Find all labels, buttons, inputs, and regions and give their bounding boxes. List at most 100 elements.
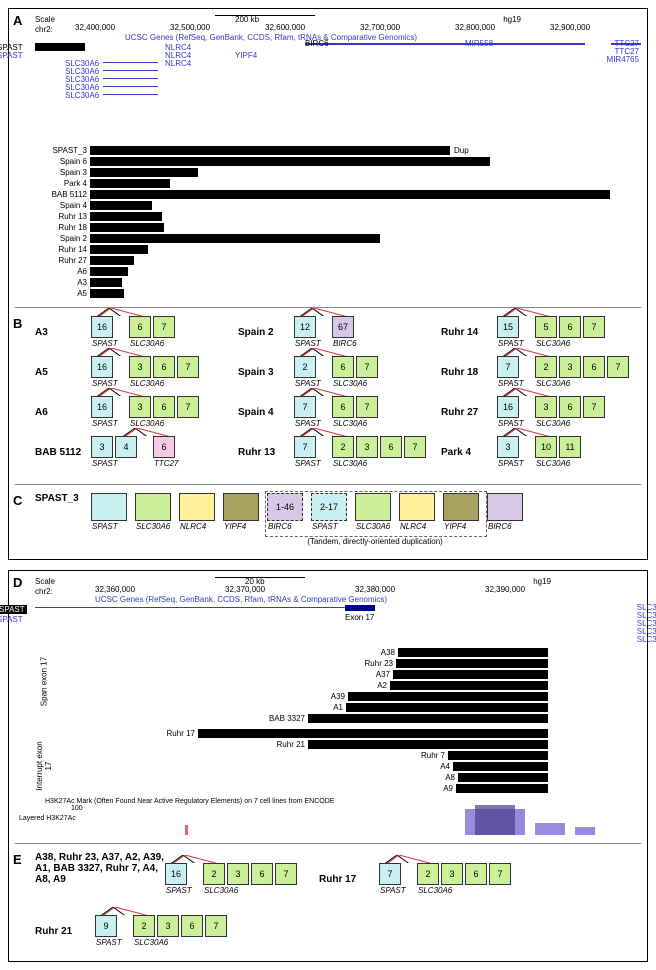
scale-label: Scale	[35, 15, 55, 24]
exon-box: 3	[559, 356, 581, 378]
h3k-max: 100	[71, 805, 83, 812]
cnv-bar	[90, 146, 450, 155]
exon-box: 16SPAST	[91, 396, 113, 418]
asm-label: hg19	[503, 15, 521, 24]
chr-label: chr2:	[35, 25, 53, 34]
gene-box: SPAST	[91, 493, 127, 521]
cnv-bar-row: BAB 3327	[95, 713, 641, 724]
cnv-bar	[90, 267, 128, 276]
exon-box: 10SLC30A6	[535, 436, 557, 458]
fusion-row: Ruhr 219SPAST2SLC30A6367	[35, 915, 229, 937]
cnv-bar	[390, 681, 548, 690]
exon-box: 15SPAST	[497, 316, 519, 338]
cnv-label: Park 4	[35, 179, 90, 188]
cnv-label: Spain 6	[35, 157, 90, 166]
fusion-row: A316SPAST6SLC30A67	[35, 316, 230, 338]
cnv-bar	[396, 659, 548, 668]
scale-len: 200 kb	[235, 15, 259, 24]
h3k-title: H3K27Ac Mark (Often Found Near Active Re…	[45, 798, 641, 805]
cnv-bar	[90, 289, 124, 298]
exon-box: 7	[356, 396, 378, 418]
fusion-row: Park 43SPAST10SLC30A611	[441, 436, 636, 458]
cnv-label: A8	[95, 773, 458, 782]
exon-box: 6SLC30A6	[332, 356, 354, 378]
exon-box: 2SPAST	[294, 356, 316, 378]
d-src: UCSC Genes (RefSeq, GenBank, CCDS, Rfam,…	[95, 595, 387, 604]
tick-label: 32,390,000	[485, 585, 525, 594]
gene-box: BIRC6	[487, 493, 523, 521]
cnv-bar	[458, 773, 548, 782]
fusion-row: Spain 47SPAST6SLC30A67	[238, 396, 433, 418]
panel-c-label: C	[13, 493, 22, 508]
fusion-row: Ruhr 2716SPAST3SLC30A667	[441, 396, 636, 418]
cnv-bar	[90, 278, 122, 287]
cnv-bar	[90, 157, 490, 166]
cnv-bar-row: Ruhr 17	[95, 728, 641, 739]
cnv-bar-row: Ruhr 14	[35, 244, 641, 255]
sample-label: Ruhr 14	[441, 327, 497, 338]
cnv-label: A9	[95, 784, 456, 793]
panel-e: A38, Ruhr 23, A37, A2, A39, A1, BAB 3327…	[35, 852, 641, 955]
tick-label: 32,500,000	[170, 23, 210, 32]
cnv-bar	[448, 751, 548, 760]
sample-label: Spain 2	[238, 327, 294, 338]
exon-box: 6	[181, 915, 203, 937]
cnv-bar	[398, 648, 548, 657]
cnv-label: A6	[35, 267, 90, 276]
cnv-bar-row: Ruhr 13	[35, 211, 641, 222]
cnv-bar-row: A8	[95, 772, 641, 783]
cnv-bar-row: A6	[35, 266, 641, 277]
dup-box	[265, 491, 487, 537]
cnv-label: A1	[95, 703, 346, 712]
cnv-bar	[90, 190, 610, 199]
exon-box: 16SPAST	[165, 863, 187, 885]
panel-d-tracks: Scale chr2: 20 kb hg19 32,360,00032,370,…	[35, 577, 641, 647]
tick-label: 32,800,000	[455, 23, 495, 32]
exon-box: 16SPAST	[91, 316, 113, 338]
cnv-label: Ruhr 21	[95, 740, 308, 749]
panel-c: SPAST_3 SPASTSLC30A6NLRC4YIPF41-46BIRC62…	[35, 493, 641, 553]
cnv-bar	[453, 762, 548, 771]
cnv-label: Spain 3	[35, 168, 90, 177]
exon-box: 6TTC27	[153, 436, 175, 458]
track-source: UCSC Genes (RefSeq, GenBank, CCDS, Rfam,…	[125, 33, 417, 42]
h3k-peak	[575, 827, 595, 835]
cnv-label: A38	[95, 648, 398, 657]
cnv-label: Ruhr 17	[95, 729, 198, 738]
cnv-bar-row: Spain 3	[35, 167, 641, 178]
tick-label: 32,900,000	[550, 23, 590, 32]
exon-box: 7	[177, 396, 199, 418]
cnv-bar	[90, 245, 148, 254]
cnv-label: A2	[95, 681, 390, 690]
cnv-bar-row: A5	[35, 288, 641, 299]
exon-box: 3	[157, 915, 179, 937]
exon-box: 3SPAST	[497, 436, 519, 458]
cnv-label: Ruhr 18	[35, 223, 90, 232]
cnv-bar	[90, 168, 198, 177]
grp2-label: Interrupt exon 17	[35, 741, 53, 791]
exon-box: 6	[559, 316, 581, 338]
exon-box: 2SLC30A6	[417, 863, 439, 885]
exon-box: 5SLC30A6	[535, 316, 557, 338]
exon-box: 6	[251, 863, 273, 885]
cnv-bar-row: Spain 6	[35, 156, 641, 167]
cnv-bar-row: Ruhr 21	[95, 739, 641, 750]
exon-box: 6SLC30A6	[129, 316, 151, 338]
gene-label: NLRC4	[165, 59, 191, 68]
exon-box: 3SLC30A6	[129, 396, 151, 418]
d-bars-2: Ruhr 17Ruhr 21Ruhr 7A4A8A9	[95, 728, 641, 794]
d-spast-box: SPAST	[0, 605, 27, 614]
d-bars-1: A38Ruhr 23A37A2A39A1BAB 3327	[95, 647, 641, 724]
sample-label: Ruhr 27	[441, 407, 497, 418]
birc6-line	[305, 43, 585, 45]
cnv-label: A3	[35, 278, 90, 287]
h3k-peak	[535, 823, 565, 835]
cnv-label: SPAST_3	[35, 146, 90, 155]
h3k-track	[85, 805, 641, 835]
d-chr: chr2:	[35, 587, 53, 596]
cnv-bar	[90, 212, 162, 221]
sample-label: Ruhr 18	[441, 367, 497, 378]
d-scalebar	[215, 577, 305, 578]
cnv-bar-row: A39	[95, 691, 641, 702]
gene-box: NLRC4	[179, 493, 215, 521]
